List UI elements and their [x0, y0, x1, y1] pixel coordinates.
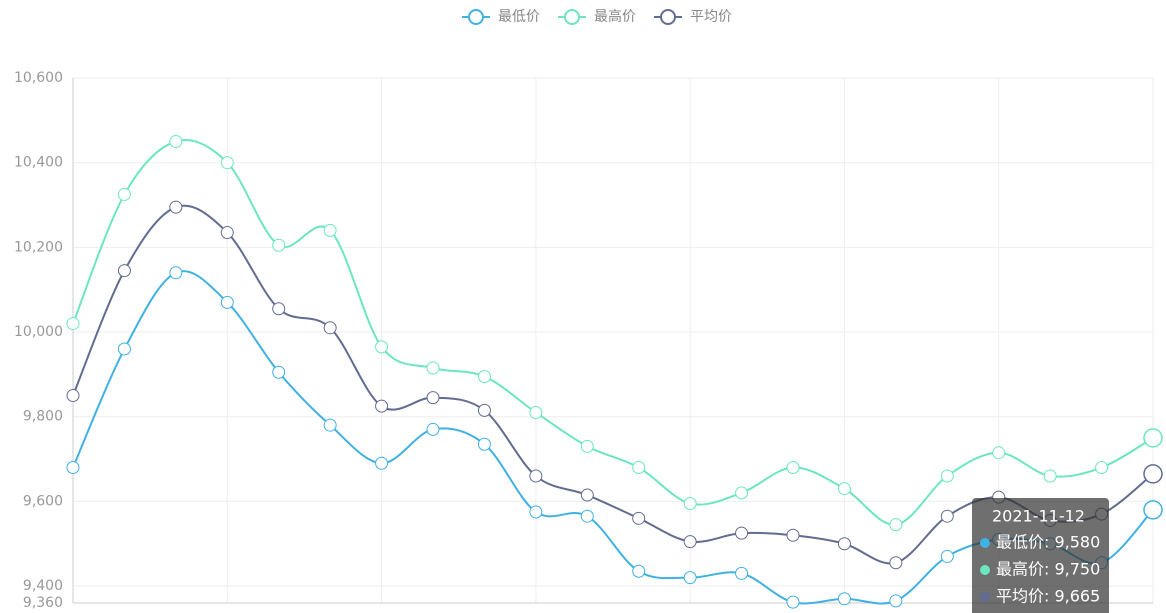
legend-marker: [564, 9, 580, 25]
data-point[interactable]: [632, 564, 646, 578]
data-point[interactable]: [580, 509, 594, 523]
data-point[interactable]: [1043, 469, 1057, 483]
data-point[interactable]: [169, 200, 183, 214]
data-point[interactable]: [169, 266, 183, 280]
data-point[interactable]: [580, 439, 594, 453]
data-point[interactable]: [1143, 428, 1163, 448]
tooltip-dot: [980, 592, 990, 602]
tooltip: 2021-11-12 最低价: 9,580 最高价: 9,750 平均价: 9,665: [972, 498, 1109, 613]
data-point[interactable]: [117, 342, 131, 356]
data-point[interactable]: [375, 399, 389, 413]
data-point[interactable]: [375, 340, 389, 354]
y-tick-label: 9,600: [23, 493, 63, 509]
data-point[interactable]: [117, 264, 131, 278]
data-point[interactable]: [529, 405, 543, 419]
data-point[interactable]: [477, 437, 491, 451]
y-tick-label: 10,200: [14, 239, 63, 255]
data-point[interactable]: [1095, 461, 1109, 475]
tooltip-item: 最高价: 9,750: [996, 560, 1100, 579]
y-tick-label: 9,800: [23, 409, 63, 425]
data-point[interactable]: [580, 488, 594, 502]
data-point[interactable]: [837, 482, 851, 496]
legend-marker: [468, 9, 484, 25]
y-tick-label: 9,400: [23, 578, 63, 594]
data-point[interactable]: [786, 528, 800, 542]
tooltip-item: 最低价: 9,580: [996, 533, 1100, 552]
data-point[interactable]: [735, 566, 749, 580]
data-point[interactable]: [837, 592, 851, 606]
data-point[interactable]: [889, 594, 903, 608]
data-point[interactable]: [426, 391, 440, 405]
data-point[interactable]: [426, 361, 440, 375]
legend-label: 最高价: [594, 8, 636, 25]
data-point[interactable]: [940, 549, 954, 563]
data-point[interactable]: [323, 418, 337, 432]
y-tick-label: 10,400: [14, 155, 63, 171]
data-point[interactable]: [683, 571, 697, 585]
data-point[interactable]: [683, 497, 697, 511]
data-point[interactable]: [117, 187, 131, 201]
data-point[interactable]: [529, 469, 543, 483]
legend-item[interactable]: 平均价: [654, 9, 732, 25]
data-point[interactable]: [220, 156, 234, 170]
data-point[interactable]: [786, 461, 800, 475]
data-point[interactable]: [889, 518, 903, 532]
data-point[interactable]: [375, 456, 389, 470]
data-point[interactable]: [220, 295, 234, 309]
data-point[interactable]: [786, 595, 800, 609]
data-point[interactable]: [889, 556, 903, 570]
data-point[interactable]: [66, 389, 80, 403]
data-point[interactable]: [323, 321, 337, 335]
data-point[interactable]: [426, 422, 440, 436]
legend: 最低价 最高价 平均价: [462, 8, 732, 25]
data-point[interactable]: [632, 461, 646, 475]
data-point[interactable]: [272, 365, 286, 379]
data-point[interactable]: [992, 446, 1006, 460]
data-point[interactable]: [1143, 500, 1163, 520]
data-point[interactable]: [477, 369, 491, 383]
data-point[interactable]: [529, 505, 543, 519]
legend-marker: [660, 9, 676, 25]
data-point[interactable]: [940, 509, 954, 523]
tooltip-box: [972, 498, 1109, 613]
y-tick-label: 10,600: [14, 70, 63, 86]
legend-item[interactable]: 最高价: [558, 8, 636, 25]
data-point[interactable]: [323, 223, 337, 237]
tooltip-dot: [980, 538, 990, 548]
data-point[interactable]: [940, 469, 954, 483]
tooltip-title: 2021-11-12: [992, 507, 1085, 526]
data-point[interactable]: [220, 226, 234, 240]
data-point[interactable]: [735, 526, 749, 540]
data-point[interactable]: [66, 461, 80, 475]
data-point[interactable]: [735, 486, 749, 500]
legend-item[interactable]: 最低价: [462, 9, 540, 25]
data-point[interactable]: [632, 511, 646, 525]
data-point[interactable]: [683, 535, 697, 549]
tooltip-item: 平均价: 9,665: [996, 587, 1100, 606]
data-point[interactable]: [272, 238, 286, 252]
data-point[interactable]: [169, 135, 183, 149]
data-point[interactable]: [1143, 464, 1163, 484]
data-point[interactable]: [66, 317, 80, 331]
legend-label: 最低价: [498, 9, 540, 25]
legend-label: 平均价: [690, 9, 732, 25]
tooltip-dot: [980, 565, 990, 575]
data-point[interactable]: [272, 302, 286, 316]
data-point[interactable]: [477, 403, 491, 417]
data-point[interactable]: [837, 537, 851, 551]
y-tick-label: 9,360: [23, 595, 63, 611]
y-tick-label: 10,000: [14, 324, 63, 340]
